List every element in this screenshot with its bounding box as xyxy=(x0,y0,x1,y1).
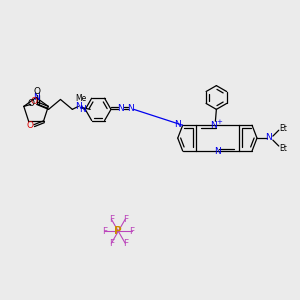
Text: F: F xyxy=(109,239,114,248)
Text: N: N xyxy=(214,148,221,157)
Text: N: N xyxy=(75,102,82,111)
Text: N: N xyxy=(33,93,39,102)
Text: N: N xyxy=(128,104,134,113)
Text: N: N xyxy=(210,121,217,130)
Text: O: O xyxy=(26,121,33,130)
Text: F: F xyxy=(123,215,128,224)
Text: O: O xyxy=(33,87,40,96)
Text: O: O xyxy=(31,97,38,106)
Text: F: F xyxy=(102,227,107,236)
Text: N: N xyxy=(79,105,86,114)
Text: Et: Et xyxy=(279,124,287,133)
Text: F: F xyxy=(130,227,135,236)
Text: Et: Et xyxy=(279,143,287,152)
Text: F: F xyxy=(109,215,114,224)
Text: +: + xyxy=(216,119,222,125)
Text: N: N xyxy=(118,104,124,113)
Text: N: N xyxy=(266,133,272,142)
Text: N: N xyxy=(174,120,181,129)
Text: P: P xyxy=(115,226,122,236)
Text: O: O xyxy=(27,99,34,108)
Text: F: F xyxy=(123,239,128,248)
Text: Me: Me xyxy=(76,94,87,103)
